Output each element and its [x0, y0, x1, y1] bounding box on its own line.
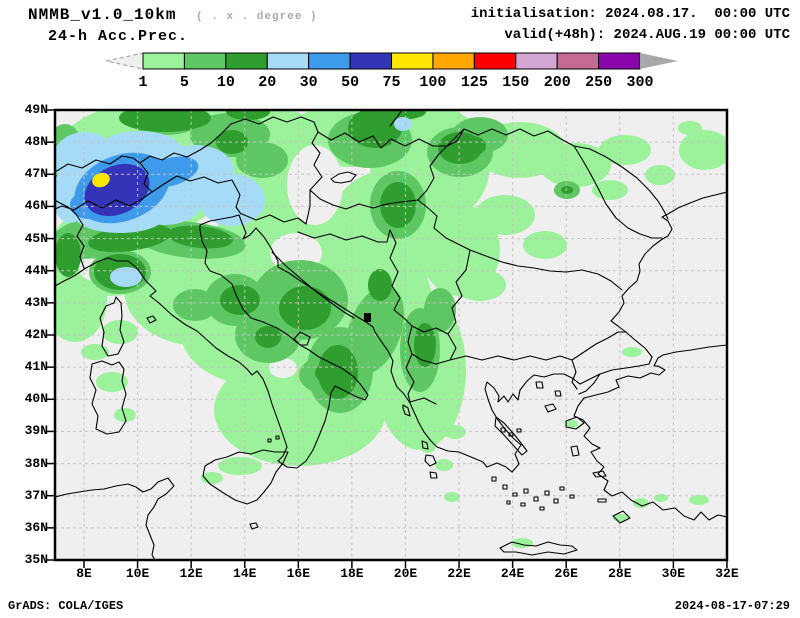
- lat-label: 42N: [24, 327, 48, 342]
- coastlines-borders: [55, 110, 727, 560]
- initialisation-line: initialisation: 2024.08.17. 00:00 UTC: [470, 6, 790, 22]
- creation-timestamp: 2024-08-17-07:29: [674, 599, 790, 613]
- lon-label: 14E: [233, 566, 257, 581]
- legend-tick-label: 30: [300, 74, 318, 91]
- lat-label: 44N: [24, 262, 48, 278]
- legend-tick-label: 50: [341, 74, 359, 91]
- lon-label: 24E: [500, 566, 525, 581]
- lat-label: 40N: [24, 391, 48, 407]
- precipitation-field: [55, 110, 727, 548]
- lon-label: 28E: [608, 566, 632, 581]
- lat-label: 38N: [24, 455, 48, 471]
- coastline-north-africa: [55, 477, 175, 560]
- lat-label: 45N: [24, 230, 48, 246]
- lat-label: 36N: [24, 519, 48, 535]
- islands: [89, 296, 631, 556]
- legend-tick-label: 125: [461, 74, 488, 91]
- country-borders: [55, 110, 669, 405]
- lat-label: 43N: [24, 294, 48, 310]
- legend-tick-label: 1: [138, 74, 147, 91]
- grads-credit: GrADS: COLA/IGES: [8, 599, 124, 613]
- lon-label: 30E: [661, 566, 686, 581]
- lon-label: 8E: [76, 566, 92, 581]
- legend-tick-label: 300: [627, 74, 654, 91]
- legend-tick-label: 20: [258, 74, 276, 91]
- lon-label: 20E: [393, 566, 418, 581]
- lon-label: 12E: [179, 566, 203, 581]
- valid-line: valid(+48h): 2024.AUG.19 00:00 UTC: [504, 27, 790, 43]
- precipitation-colorbar: 1 5 10 20 30 50 75 100 125 150 200 250 300: [105, 52, 679, 91]
- lat-label: 35N: [24, 552, 48, 567]
- lon-label: 16E: [286, 566, 311, 581]
- lat-label: 49N: [24, 102, 48, 117]
- legend-tick-label: 10: [217, 74, 235, 91]
- legend-tick-label: 100: [419, 74, 446, 91]
- lat-label: 48N: [24, 134, 48, 150]
- model-title: NMMB_v1.0_10km: [28, 6, 177, 24]
- lon-label: 32E: [715, 566, 739, 581]
- legend-tick-label: 250: [585, 74, 612, 91]
- lat-label: 39N: [24, 423, 48, 439]
- resolution-note: ( . x . degree ): [196, 11, 318, 23]
- station-marker: [364, 313, 371, 322]
- legend-tick-label: 5: [180, 74, 189, 91]
- precip-max-core: [92, 172, 110, 188]
- lat-label: 46N: [24, 198, 48, 214]
- legend-tick-label: 75: [383, 74, 401, 91]
- lake-balaton: [330, 171, 357, 184]
- legend-overflow-arrow: [640, 53, 679, 69]
- lat-label: 37N: [24, 487, 48, 503]
- axis-ticks: [47, 109, 728, 568]
- lon-label: 18E: [340, 566, 364, 581]
- coastline-turkey-aegean: [573, 397, 727, 521]
- lat-label: 41N: [24, 359, 48, 375]
- graticule: [55, 110, 727, 560]
- lon-label: 22E: [447, 566, 471, 581]
- lon-label: 10E: [125, 566, 150, 581]
- legend-tick-label: 200: [544, 74, 571, 91]
- legend-tick-label: 150: [502, 74, 529, 91]
- lat-label: 47N: [24, 166, 48, 182]
- coastline-marmara-blacksea: [583, 191, 727, 399]
- lon-label: 26E: [554, 566, 578, 581]
- product-title: 24-h Acc.Prec.: [48, 28, 189, 45]
